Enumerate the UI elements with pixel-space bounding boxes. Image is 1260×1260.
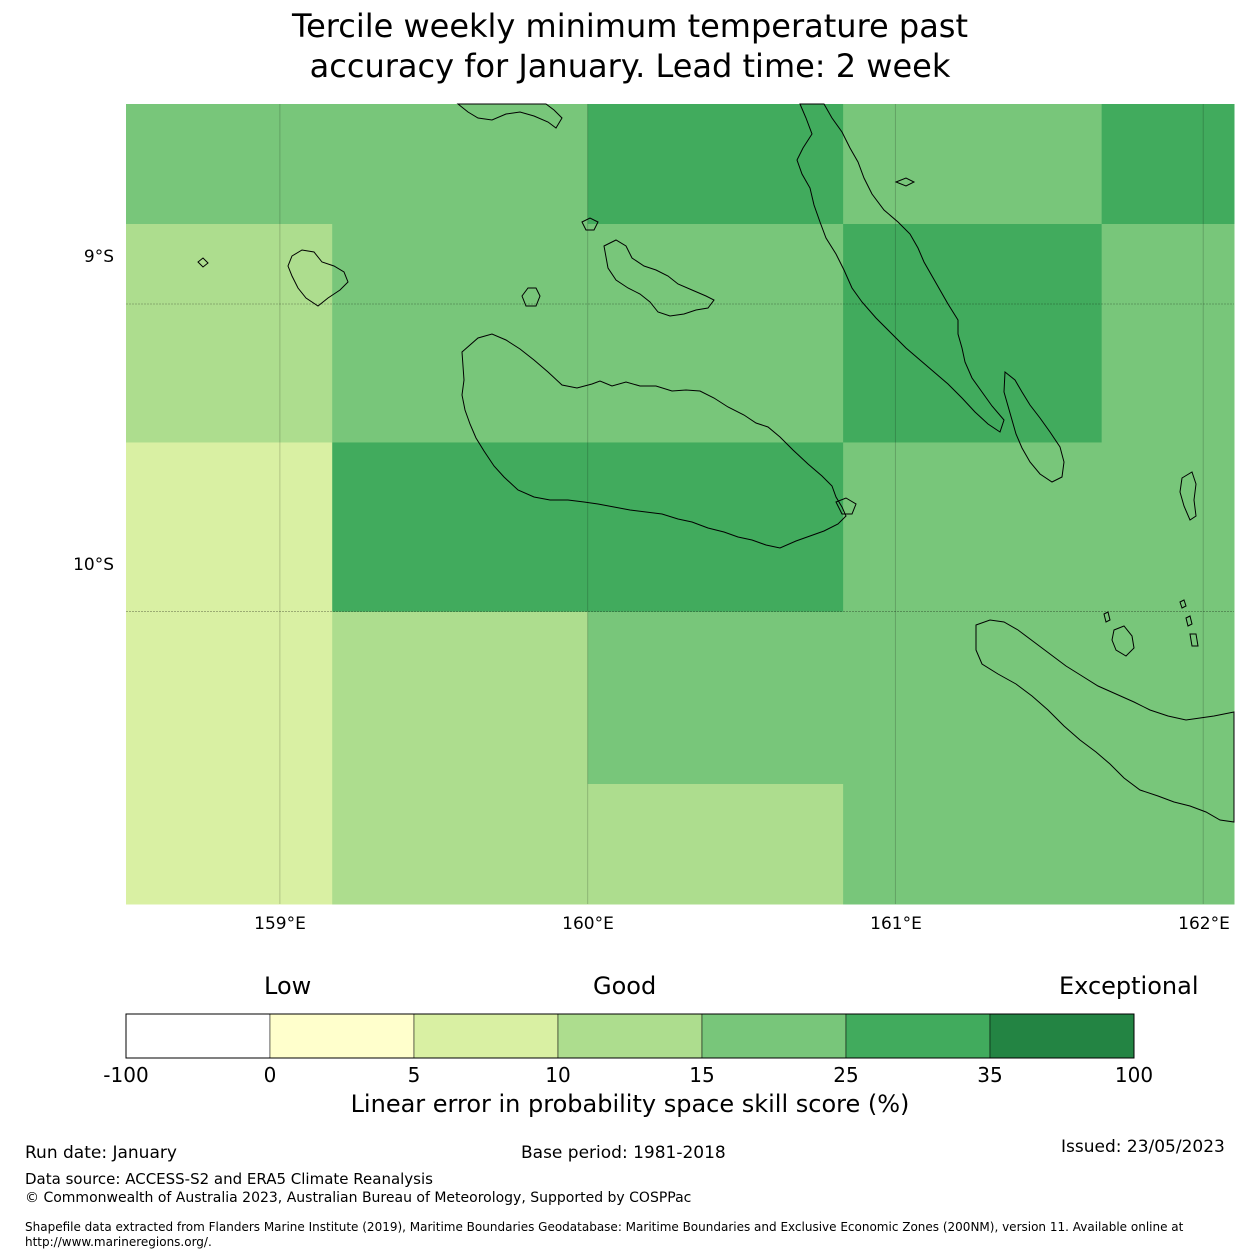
- island-islet-8: [1189, 633, 1199, 647]
- grid-cell-r4-c0: [126, 784, 333, 905]
- island-islet-1: [197, 257, 209, 268]
- island-islet-3: [894, 177, 916, 187]
- island-islet-4: [835, 497, 857, 515]
- colorbar-outline: [125, 1013, 1135, 1059]
- colorbar-category-low: Low: [264, 972, 312, 1000]
- colorbar-swatch-1: [125, 1013, 271, 1059]
- shapefile-credit: Shapefile data extracted from Flanders M…: [25, 1220, 1184, 1249]
- colorbar-tick-3: 5: [408, 1063, 421, 1087]
- island-savo: [521, 287, 541, 307]
- issued-date: Issued: 23/05/2023: [1061, 1137, 1225, 1157]
- grid-cell-r0-c3: [1101, 104, 1235, 225]
- colorbar-swatch-3: [413, 1013, 559, 1059]
- island-florida: [603, 239, 715, 317]
- title-line-2: accuracy for January. Lead time: 2 week: [309, 47, 951, 85]
- island-small-malaita: [1003, 370, 1065, 483]
- base-period: Base period: 1981-2018: [521, 1143, 726, 1163]
- graticule: [126, 104, 1234, 904]
- colorbar-category-good: Good: [593, 972, 657, 1000]
- grid-cell-r4-c1: [332, 784, 844, 905]
- grid-cell-r0-c0: [126, 104, 589, 225]
- lon-label-161e: 161°E: [870, 914, 922, 934]
- grid-cell-r4-c2: [843, 784, 1235, 905]
- colorbar-tick-8: 100: [1115, 1063, 1153, 1087]
- grid-cell-r1-c1: [332, 224, 844, 443]
- map-title: Tercile weekly minimum temperature past …: [0, 6, 1260, 86]
- skill-grid: [126, 104, 1235, 905]
- grid-cell-r3-c1: [332, 611, 589, 785]
- colorbar-tick-5: 15: [689, 1063, 714, 1087]
- island-russell: [287, 249, 349, 307]
- data-source: Data source: ACCESS-S2 and ERA5 Climate …: [25, 1170, 433, 1188]
- coastlines: [197, 103, 1235, 823]
- colorbar-swatch-7: [989, 1013, 1135, 1059]
- colorbar-swatch-4: [557, 1013, 703, 1059]
- island-ulawa: [1111, 625, 1135, 657]
- colorbar-tick-7: 35: [977, 1063, 1002, 1087]
- lon-label-160e: 160°E: [562, 914, 614, 934]
- colorbar-tick-4: 10: [545, 1063, 570, 1087]
- island-santa-isabel: [456, 103, 563, 129]
- run-date: Run date: January: [25, 1143, 177, 1163]
- island-islet-2: [581, 217, 599, 231]
- colorbar-swatch-2: [269, 1013, 415, 1059]
- grid-cell-r1-c3: [1101, 224, 1235, 443]
- island-guadalcanal: [461, 333, 847, 549]
- copyright: © Commonwealth of Australia 2023, Austra…: [25, 1190, 692, 1206]
- grid-cell-r3-c0: [126, 611, 333, 785]
- grid-cell-r3-c2: [587, 611, 1235, 785]
- island-islet-5: [1103, 611, 1111, 623]
- grid-cell-r1-c2: [843, 224, 1103, 443]
- longitude-labels: 159°E 160°E 161°E 162°E: [254, 914, 1230, 934]
- colorbar-category-exceptional: Exceptional: [1059, 972, 1199, 1000]
- colorbar: -100 0 5 10 15 25 35 100: [103, 1013, 1153, 1087]
- grid-cell-r1-c0: [126, 224, 333, 443]
- grid-cell-r2-c0: [126, 442, 333, 613]
- island-islet-6: [1179, 599, 1187, 609]
- island-islet-7: [1185, 615, 1193, 627]
- colorbar-tick-1: -100: [103, 1063, 148, 1087]
- grid-cell-r2-c2: [843, 442, 1235, 613]
- title-line-1: Tercile weekly minimum temperature past: [291, 7, 969, 45]
- grid-cell-r0-c2: [843, 104, 1103, 225]
- island-makira: [975, 619, 1235, 823]
- lat-label-9s: 9°S: [84, 247, 114, 267]
- lat-label-10s: 10°S: [73, 555, 114, 575]
- lon-label-159e: 159°E: [254, 914, 306, 934]
- colorbar-swatch-6: [845, 1013, 991, 1059]
- colorbar-label: Linear error in probability space skill …: [350, 1090, 910, 1118]
- island-malaita: [796, 103, 1005, 433]
- grid-cell-r2-c1: [332, 442, 844, 613]
- latitude-labels: 9°S 10°S: [73, 247, 114, 575]
- lon-label-162e: 162°E: [1178, 914, 1230, 934]
- island-uki: [1179, 471, 1197, 521]
- colorbar-tick-6: 25: [833, 1063, 858, 1087]
- colorbar-swatch-5: [701, 1013, 847, 1059]
- grid-cell-r0-c1: [587, 104, 844, 225]
- colorbar-tick-2: 0: [264, 1063, 277, 1087]
